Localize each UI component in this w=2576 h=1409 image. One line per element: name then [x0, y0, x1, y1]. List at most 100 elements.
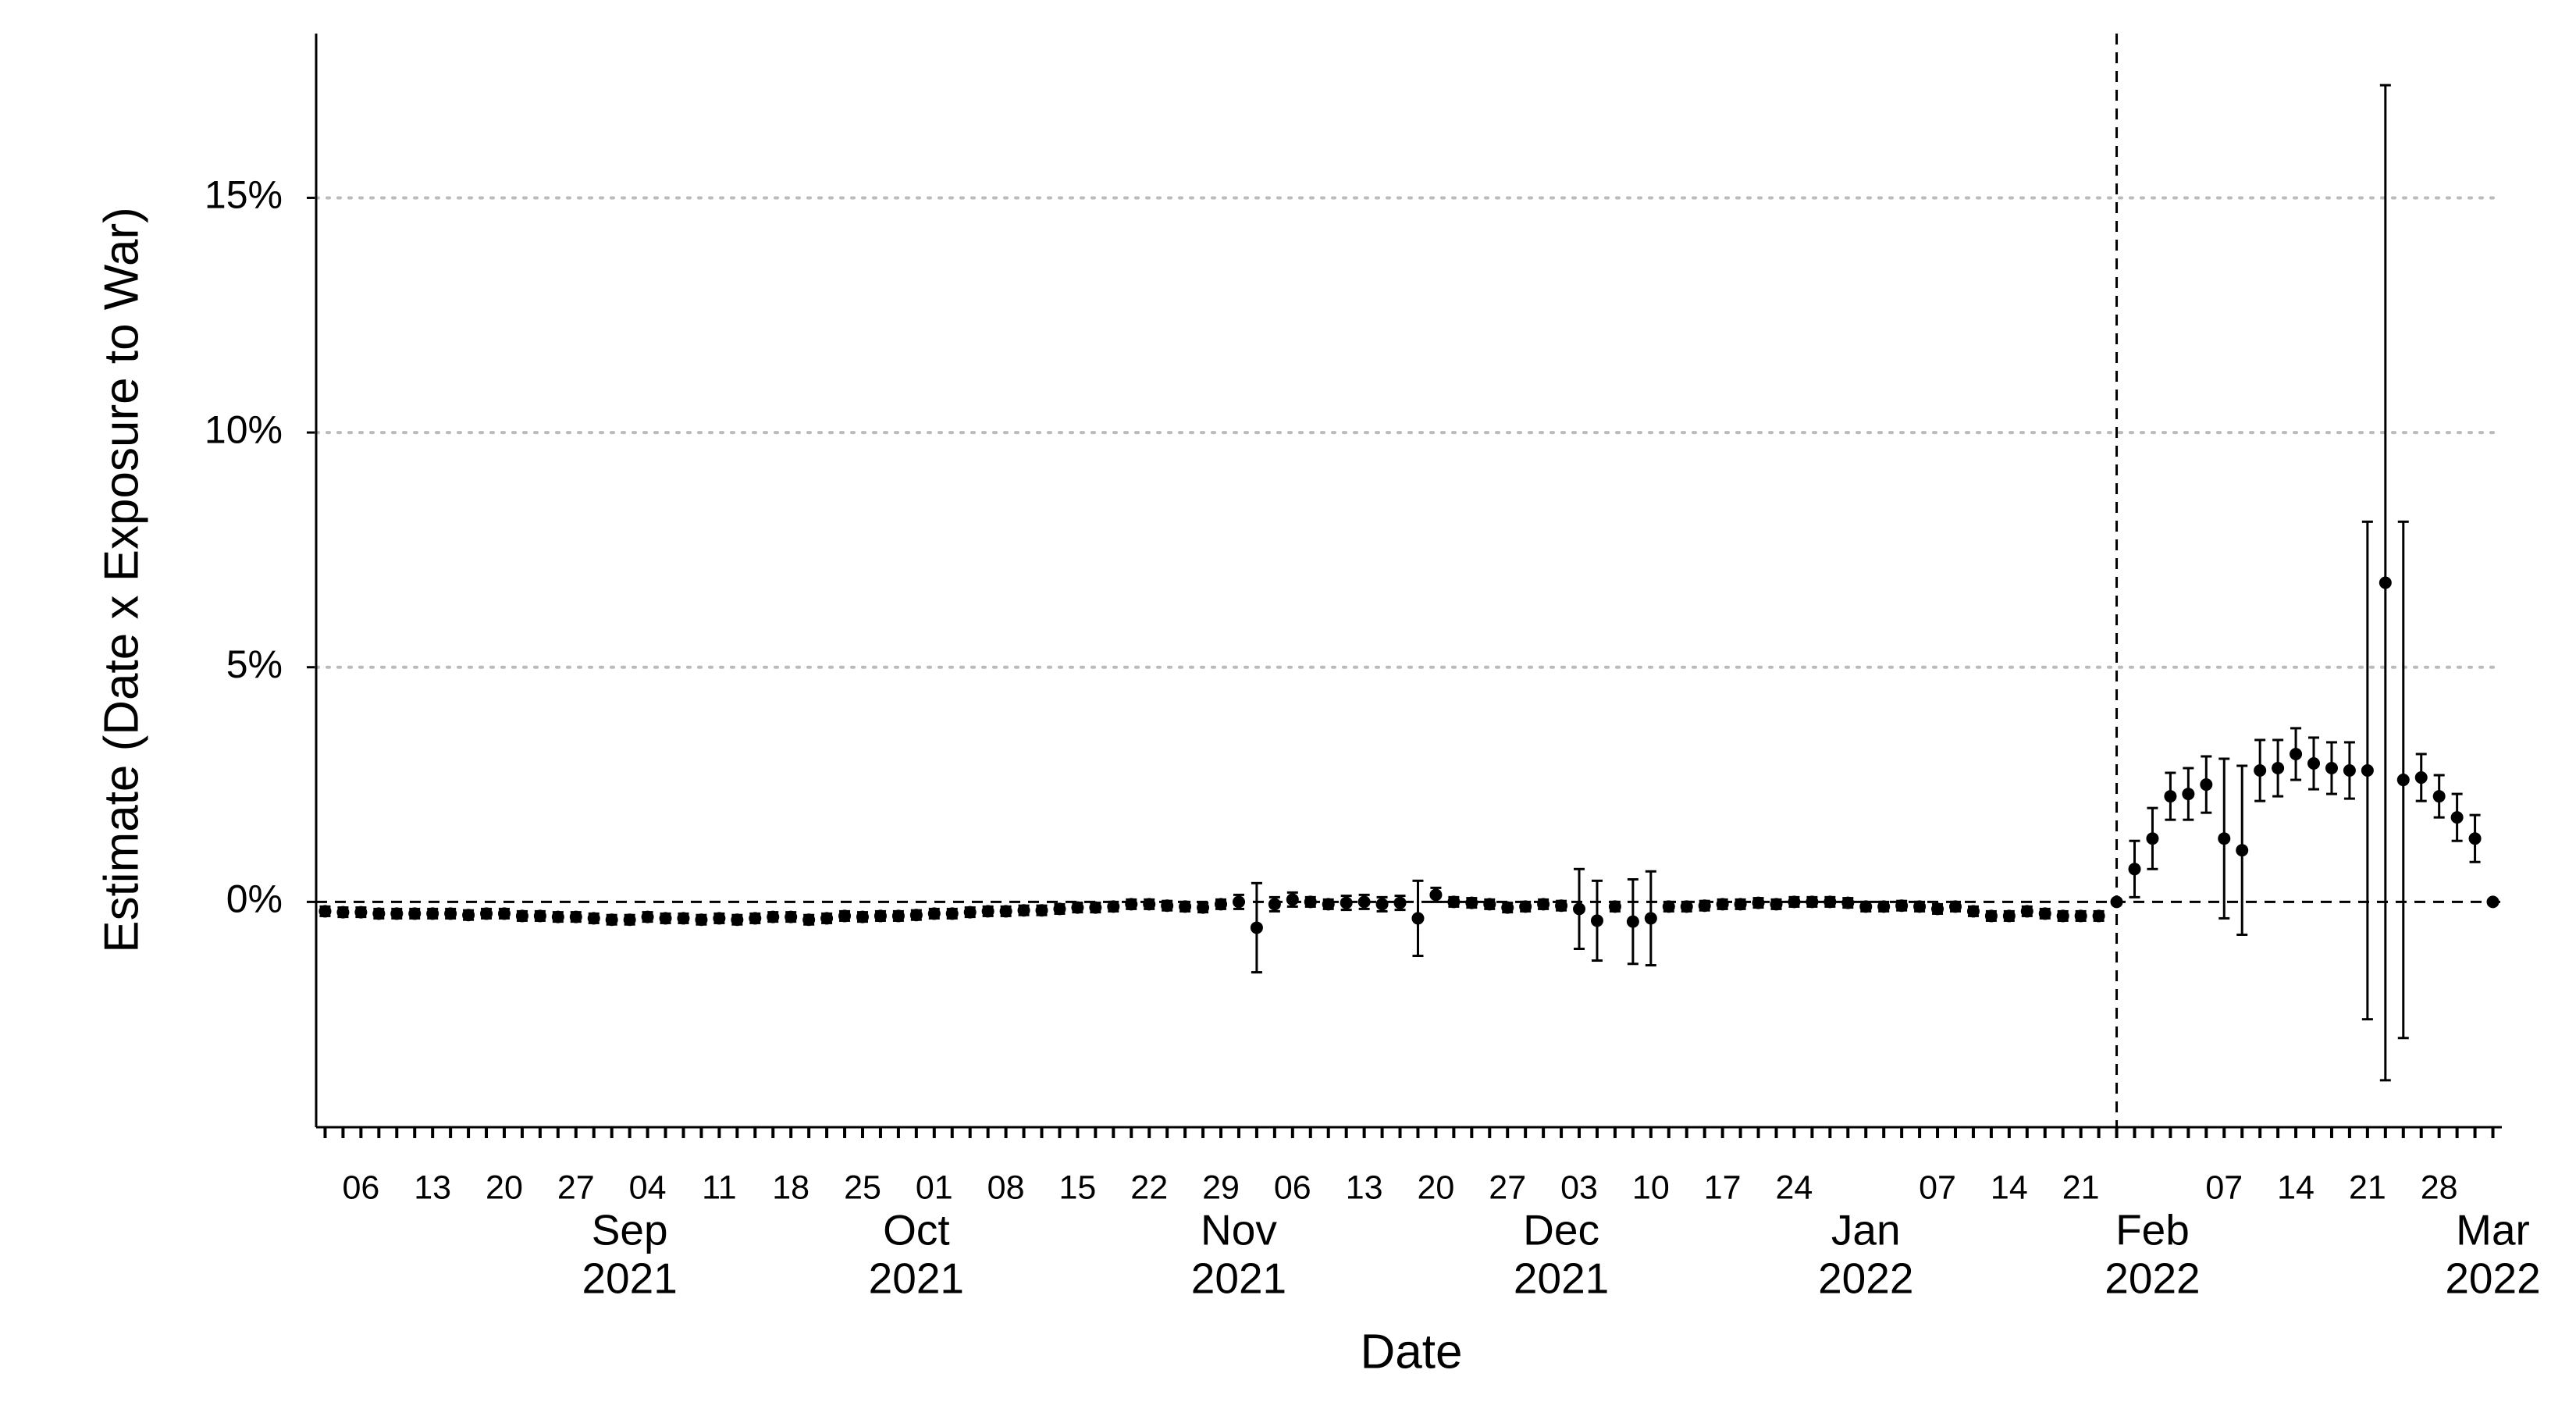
x-month-label: Mar: [2456, 1206, 2530, 1254]
y-tick-label: 10%: [205, 407, 283, 451]
point: [2200, 778, 2213, 792]
point: [749, 912, 762, 925]
point: [2254, 764, 2267, 777]
point: [2396, 774, 2410, 787]
point: [2236, 844, 2249, 857]
point: [891, 909, 905, 923]
point: [1125, 898, 1138, 911]
point: [856, 910, 869, 923]
point: [1519, 900, 1532, 913]
point: [1877, 900, 1891, 913]
point: [1143, 898, 1156, 911]
point: [1071, 901, 1084, 914]
point: [1393, 896, 1407, 909]
point: [515, 909, 528, 923]
x-tick-label: 22: [1130, 1169, 1168, 1206]
x-tick-label: 06: [342, 1169, 379, 1206]
point: [2379, 576, 2392, 589]
x-tick-label: 14: [1991, 1169, 2028, 1206]
point: [533, 909, 546, 923]
point: [2146, 832, 2159, 845]
y-tick-label: 15%: [205, 173, 283, 217]
point: [1590, 914, 1603, 927]
x-year-label: 2021: [1514, 1254, 1609, 1303]
point: [1698, 899, 1711, 913]
x-tick-label: 07: [2205, 1169, 2243, 1206]
x-tick-label: 24: [1776, 1169, 1813, 1206]
x-month-label: Jan: [1831, 1206, 1901, 1254]
point: [1841, 896, 1855, 909]
point: [2110, 895, 2123, 909]
point: [2128, 863, 2141, 876]
x-tick-label: 29: [1202, 1169, 1240, 1206]
point: [767, 910, 780, 923]
point: [2307, 757, 2321, 770]
point: [354, 906, 368, 919]
x-tick-label: 08: [987, 1169, 1025, 1206]
point: [623, 913, 636, 927]
point: [2450, 811, 2464, 824]
point: [1017, 904, 1030, 917]
point: [695, 913, 708, 927]
x-tick-label: 01: [916, 1169, 953, 1206]
x-tick-label: 13: [1346, 1169, 1383, 1206]
x-tick-label: 14: [2277, 1169, 2314, 1206]
point: [1340, 896, 1353, 909]
point: [1966, 905, 1980, 918]
point: [1429, 888, 1443, 902]
x-year-label: 2022: [2445, 1254, 2540, 1303]
point: [1608, 900, 1621, 913]
point: [1788, 895, 1801, 909]
point: [1573, 902, 1586, 916]
point: [1537, 898, 1550, 911]
x-month-label: Sep: [592, 1206, 668, 1254]
point: [1859, 900, 1873, 913]
point: [1375, 898, 1389, 911]
point: [1215, 898, 1228, 911]
point: [336, 906, 350, 919]
x-year-label: 2022: [2105, 1254, 2200, 1303]
point: [2343, 764, 2356, 777]
point: [1483, 898, 1496, 911]
point: [1053, 902, 1066, 916]
x-tick-label: 28: [2421, 1169, 2458, 1206]
point: [2325, 762, 2338, 775]
point: [1770, 898, 1783, 911]
point: [1197, 901, 1210, 914]
point: [1107, 900, 1120, 913]
point: [2218, 832, 2231, 845]
point: [1286, 893, 1299, 906]
point: [1626, 915, 1639, 928]
x-month-label: Oct: [883, 1206, 950, 1254]
point: [1447, 895, 1461, 909]
x-tick-label: 10: [1632, 1169, 1670, 1206]
y-tick-label: 5%: [226, 642, 283, 686]
point: [1555, 899, 1568, 913]
x-year-label: 2021: [582, 1254, 677, 1303]
x-month-label: Nov: [1201, 1206, 1277, 1254]
point: [605, 913, 618, 927]
point: [1823, 895, 1837, 909]
point: [785, 910, 798, 923]
x-tick-label: 15: [1059, 1169, 1096, 1206]
point: [1644, 912, 1657, 925]
x-tick-label: 27: [1489, 1169, 1526, 1206]
point: [2002, 909, 2016, 923]
x-tick-label: 13: [414, 1169, 451, 1206]
point: [873, 909, 887, 923]
point: [820, 912, 834, 925]
point: [1465, 896, 1478, 909]
point: [1268, 898, 1281, 911]
point: [480, 907, 493, 920]
x-tick-label: 25: [844, 1169, 881, 1206]
point: [1250, 921, 1263, 934]
point: [838, 909, 852, 923]
x-month-label: Dec: [1523, 1206, 1599, 1254]
x-month-label: Feb: [2115, 1206, 2190, 1254]
point: [999, 905, 1012, 918]
x-tick-label: 18: [772, 1169, 809, 1206]
point: [551, 910, 564, 923]
point: [1680, 900, 1693, 913]
